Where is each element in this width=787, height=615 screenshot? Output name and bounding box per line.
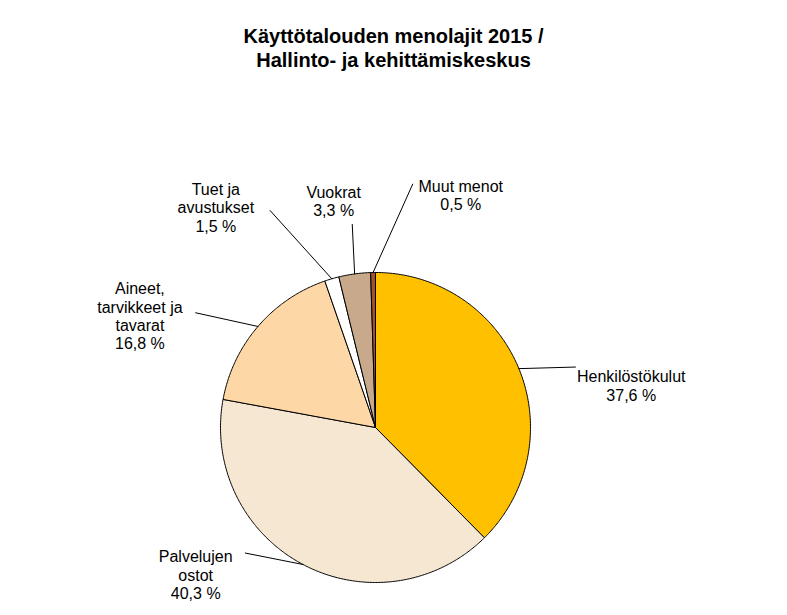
svg-text:Aineet,tarvikkeet jatavarat16,: Aineet,tarvikkeet jatavarat16,8 %	[97, 280, 182, 352]
svg-text:Tuet jaavustukset1,5 %: Tuet jaavustukset1,5 %	[178, 181, 255, 235]
svg-text:Muut menot0,5 %: Muut menot0,5 %	[419, 178, 504, 213]
html-text:Käyttötalouden menolajit 2015: Käyttötalouden menolajit 2015 / Hallinto…	[243, 25, 544, 71]
svg-text:Henkilöstökulut37,6 %: Henkilöstökulut37,6 %	[577, 368, 686, 403]
svg-text:Palvelujenostot40,3 %: Palvelujenostot40,3 %	[159, 548, 233, 602]
svg-text:Vuokrat3,3 %: Vuokrat3,3 %	[306, 184, 361, 219]
